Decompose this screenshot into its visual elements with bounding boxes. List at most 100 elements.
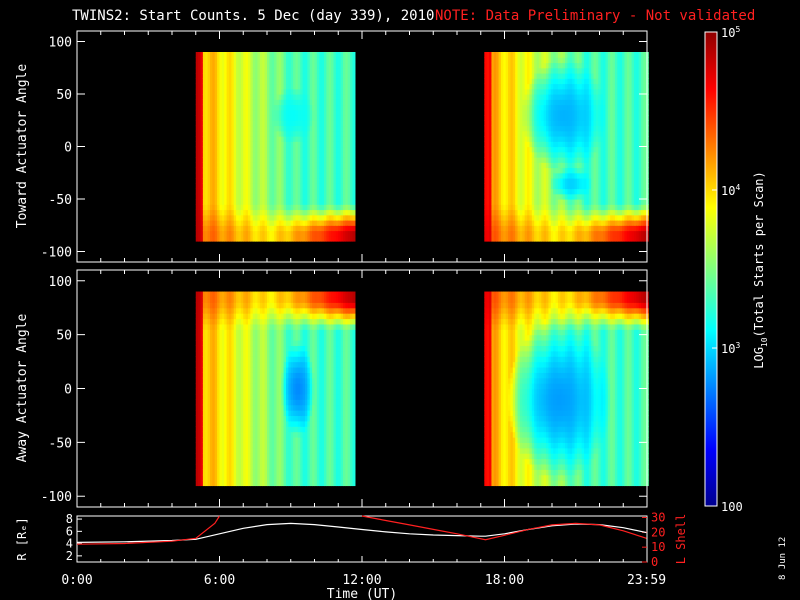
heatmap-cell [255,151,259,158]
heatmap-cell [352,78,356,85]
heatmap-cell [603,162,607,169]
heatmap-cell [569,57,573,64]
heatmap-cell [217,157,221,163]
heatmap-cell [335,172,339,179]
heatmap-cell [269,120,273,127]
heatmap-cell [643,225,647,232]
heatmap-cell [333,162,337,169]
heatmap-cell [338,120,342,127]
heatmap-cell [543,67,547,74]
heatmap-cell [210,204,213,211]
heatmap-cell [328,52,332,58]
heatmap-cell [240,188,244,195]
heatmap-cell [319,209,323,216]
heatmap-cell [293,167,297,174]
heatmap-cell [200,136,204,142]
heatmap-cell [546,136,550,142]
heatmap-cell [229,99,232,106]
heatmap-cell [512,172,516,179]
heatmap-cell [586,162,590,169]
heatmap-cell [612,220,616,226]
heatmap-cell [288,62,292,69]
heatmap-cell [579,225,583,232]
heatmap-cell [295,162,299,169]
heatmap-cell [257,193,261,200]
heatmap-cell [333,188,337,195]
heatmap-cell [643,125,647,132]
heatmap-cell [245,125,249,132]
heatmap-cell [579,52,583,58]
heatmap-cell [212,109,216,116]
heatmap-cell [593,167,597,174]
heatmap-cell [624,52,628,58]
heatmap-cell [605,109,609,116]
heatmap-cell [619,99,623,106]
heatmap-cell [633,199,637,205]
heatmap-cell [238,130,242,137]
heatmap-cell [224,235,228,242]
heatmap-cell [515,183,519,190]
heatmap-cell [207,235,211,242]
heatmap-cell [638,125,642,132]
heatmap-cell [283,125,287,132]
heatmap-cell [271,183,275,190]
heatmap-cell [264,67,268,74]
heatmap-cell [326,193,330,200]
heatmap-cell [345,178,349,184]
heatmap-cell [305,220,308,226]
heatmap-cell [245,67,249,74]
heatmap-cell [210,67,213,74]
heatmap-cell [517,220,521,226]
heatmap-cell [307,151,311,158]
heatmap-cell [302,115,306,121]
heatmap-cell [252,120,256,127]
heatmap-cell [347,146,351,153]
heatmap-cell [205,120,209,127]
heatmap-cell [264,188,268,195]
heatmap-cell [233,67,237,74]
heatmap-cell [202,83,206,90]
heatmap-cell [605,199,609,205]
heatmap-cell [622,120,626,127]
heatmap-cell [307,73,311,79]
heatmap-cell [612,183,616,190]
heatmap-cell [321,172,325,179]
heatmap-cell [238,204,242,211]
heatmap-cell [238,141,242,148]
heatmap-cell [605,62,609,69]
heatmap-cell [335,193,339,200]
heatmap-cell [200,188,204,195]
heatmap-cell [562,209,566,216]
heatmap-cell [312,136,316,142]
heatmap-cell [512,214,516,221]
heatmap-cell [595,78,599,85]
heatmap-cell [600,199,604,205]
heatmap-cell [345,62,349,69]
heatmap-cell [496,141,500,148]
heatmap-cell [224,115,228,121]
heatmap-cell [278,162,282,169]
heatmap-cell [631,220,635,226]
heatmap-cell [345,199,349,205]
heatmap-cell [496,99,500,106]
heatmap-cell [226,151,230,158]
heatmap-cell [326,136,330,142]
heatmap-cell [278,88,282,95]
heatmap-cell [531,104,535,111]
heatmap-cell [614,146,618,153]
heatmap-cell [574,220,578,226]
heatmap-cell [557,214,561,221]
heatmap-cell [269,199,273,205]
heatmap-cell [489,141,493,148]
heatmap-cell [486,136,490,142]
heatmap-cell [579,235,583,242]
heatmap-cell [271,73,275,79]
heatmap-cell [297,130,301,137]
heatmap-cell [603,120,607,127]
heatmap-cell [200,125,204,132]
heatmap-cell [624,220,628,226]
heatmap-cell [624,157,628,163]
heatmap-cell [309,204,313,211]
heatmap-cell [567,57,571,64]
heatmap-cell [612,167,616,174]
